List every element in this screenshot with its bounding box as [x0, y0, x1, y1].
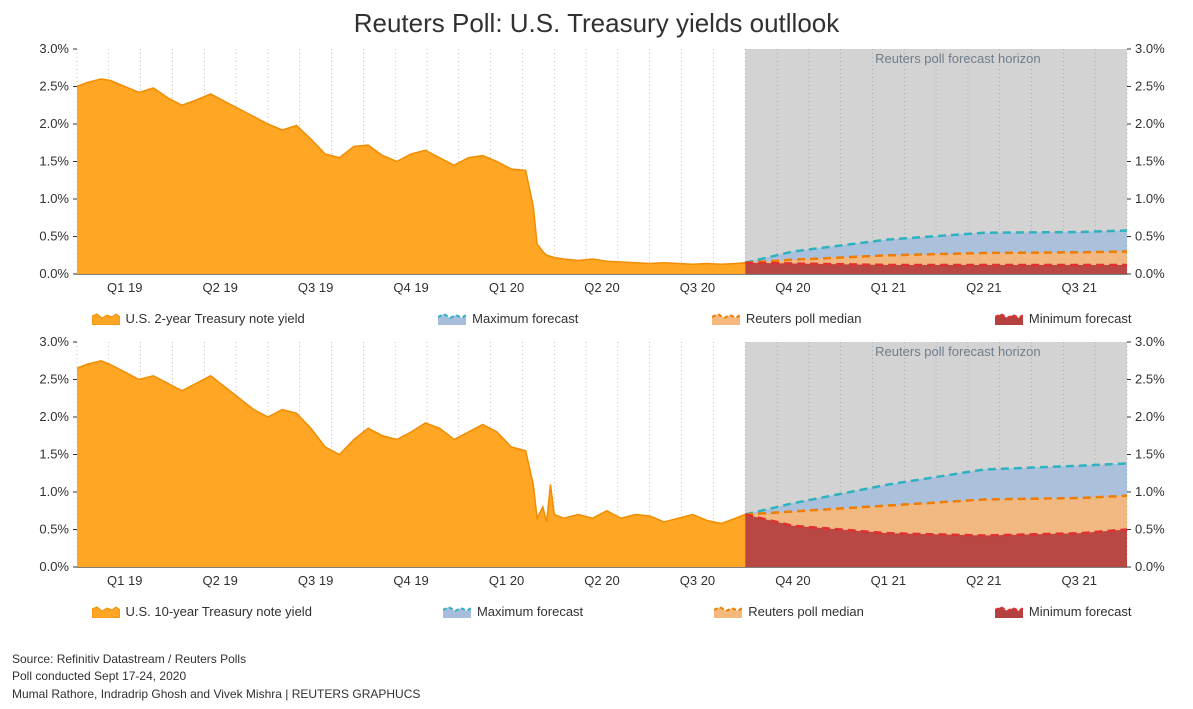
x-tick-label: Q2 20 — [584, 573, 619, 588]
y-tick-label: 0.5% — [1135, 229, 1165, 244]
x-tick-label: Q2 20 — [584, 280, 619, 295]
y-tick-label: 2.0% — [1135, 409, 1165, 424]
footer-credits: Mumal Rathore, Indradrip Ghosh and Vivek… — [12, 686, 420, 703]
y-tick-label: 3.0% — [39, 41, 69, 56]
y-tick-label: 3.0% — [39, 334, 69, 349]
historical-area — [77, 79, 745, 274]
legend-label: U.S. 2-year Treasury note yield — [126, 311, 305, 326]
min-swatch-icon — [995, 604, 1023, 618]
historical-area — [77, 361, 745, 567]
median-swatch-icon — [712, 311, 740, 325]
area-swatch-icon — [92, 311, 120, 325]
legend-item-min: Minimum forecast — [995, 604, 1132, 619]
y-tick-label: 0.5% — [39, 229, 69, 244]
x-tick-label: Q3 20 — [679, 573, 714, 588]
legend-label: Reuters poll median — [748, 604, 864, 619]
chart-10yr-wrap: 0.0% 0.0% 0.5% 0.5% 1.0% 1.0% 1.5% 1.5% 2.0% 2.0%… — [22, 332, 1172, 625]
max-swatch-icon — [438, 311, 466, 325]
legend-2yr: U.S. 2-year Treasury note yield Maximum … — [92, 304, 1172, 332]
legend-label: Reuters poll median — [746, 311, 862, 326]
y-tick-label: 1.0% — [1135, 191, 1165, 206]
legend-label: Maximum forecast — [477, 604, 583, 619]
x-tick-label: Q4 19 — [393, 280, 428, 295]
x-tick-label: Q1 20 — [488, 280, 523, 295]
y-tick-label: 1.5% — [39, 154, 69, 169]
legend-10yr: U.S. 10-year Treasury note yield Maximum… — [92, 597, 1172, 625]
x-tick-label: Q3 20 — [679, 280, 714, 295]
x-tick-label: Q4 20 — [775, 573, 810, 588]
x-tick-label: Q1 21 — [870, 573, 905, 588]
y-tick-label: 1.0% — [39, 191, 69, 206]
x-tick-label: Q2 21 — [966, 280, 1001, 295]
footer: Source: Refinitiv Datastream / Reuters P… — [12, 651, 420, 703]
y-tick-label: 2.5% — [39, 372, 69, 387]
y-tick-label: 0.0% — [1135, 266, 1165, 281]
forecast-horizon-label: Reuters poll forecast horizon — [875, 344, 1040, 359]
x-tick-label: Q1 21 — [870, 280, 905, 295]
x-tick-label: Q1 19 — [107, 573, 142, 588]
y-tick-label: 2.0% — [39, 409, 69, 424]
x-tick-label: Q2 19 — [202, 573, 237, 588]
legend-item-max: Maximum forecast — [443, 604, 583, 619]
y-tick-label: 0.0% — [39, 559, 69, 574]
y-tick-label: 1.0% — [39, 484, 69, 499]
y-tick-label: 0.5% — [39, 522, 69, 537]
y-tick-label: 3.0% — [1135, 334, 1165, 349]
legend-label: U.S. 10-year Treasury note yield — [126, 604, 312, 619]
forecast-horizon-label: Reuters poll forecast horizon — [875, 51, 1040, 66]
x-tick-label: Q2 19 — [202, 280, 237, 295]
y-tick-label: 2.5% — [1135, 79, 1165, 94]
legend-item-min: Minimum forecast — [995, 311, 1132, 326]
y-tick-label: 0.0% — [1135, 559, 1165, 574]
min-swatch-icon — [995, 311, 1023, 325]
max-swatch-icon — [443, 604, 471, 618]
x-tick-label: Q1 20 — [488, 573, 523, 588]
x-tick-label: Q4 20 — [775, 280, 810, 295]
y-tick-label: 3.0% — [1135, 41, 1165, 56]
legend-item-max: Maximum forecast — [438, 311, 578, 326]
y-tick-label: 1.5% — [1135, 154, 1165, 169]
area-swatch-icon — [92, 604, 120, 618]
chart-title: Reuters Poll: U.S. Treasury yields outll… — [0, 0, 1193, 39]
x-tick-label: Q3 19 — [297, 573, 332, 588]
x-tick-label: Q1 19 — [107, 280, 142, 295]
y-tick-label: 0.0% — [39, 266, 69, 281]
x-tick-label: Q2 21 — [966, 573, 1001, 588]
y-tick-label: 1.0% — [1135, 484, 1165, 499]
chart-2yr-wrap: 0.0% 0.0% 0.5% 0.5% 1.0% 1.0% 1.5% 1.5% 2.0% 2.0%… — [22, 39, 1172, 332]
y-tick-label: 2.0% — [39, 116, 69, 131]
y-tick-label: 1.5% — [1135, 447, 1165, 462]
x-tick-label: Q3 19 — [297, 280, 332, 295]
y-tick-label: 2.5% — [1135, 372, 1165, 387]
page: Reuters Poll: U.S. Treasury yields outll… — [0, 0, 1193, 709]
y-tick-label: 1.5% — [39, 447, 69, 462]
footer-source: Source: Refinitiv Datastream / Reuters P… — [12, 651, 420, 668]
y-tick-label: 2.0% — [1135, 116, 1165, 131]
legend-item-median: Reuters poll median — [714, 604, 864, 619]
x-tick-label: Q3 21 — [1061, 573, 1096, 588]
legend-label: Maximum forecast — [472, 311, 578, 326]
footer-poll-date: Poll conducted Sept 17-24, 2020 — [12, 668, 420, 685]
legend-item-series: U.S. 10-year Treasury note yield — [92, 604, 312, 619]
chart-2yr: 0.0% 0.0% 0.5% 0.5% 1.0% 1.0% 1.5% 1.5% 2.0% 2.0%… — [22, 39, 1172, 299]
x-tick-label: Q4 19 — [393, 573, 428, 588]
y-tick-label: 2.5% — [39, 79, 69, 94]
legend-item-median: Reuters poll median — [712, 311, 862, 326]
chart-10yr: 0.0% 0.0% 0.5% 0.5% 1.0% 1.0% 1.5% 1.5% 2.0% 2.0%… — [22, 332, 1172, 592]
legend-label: Minimum forecast — [1029, 604, 1132, 619]
y-tick-label: 0.5% — [1135, 522, 1165, 537]
x-tick-label: Q3 21 — [1061, 280, 1096, 295]
median-swatch-icon — [714, 604, 742, 618]
legend-label: Minimum forecast — [1029, 311, 1132, 326]
legend-item-series: U.S. 2-year Treasury note yield — [92, 311, 305, 326]
